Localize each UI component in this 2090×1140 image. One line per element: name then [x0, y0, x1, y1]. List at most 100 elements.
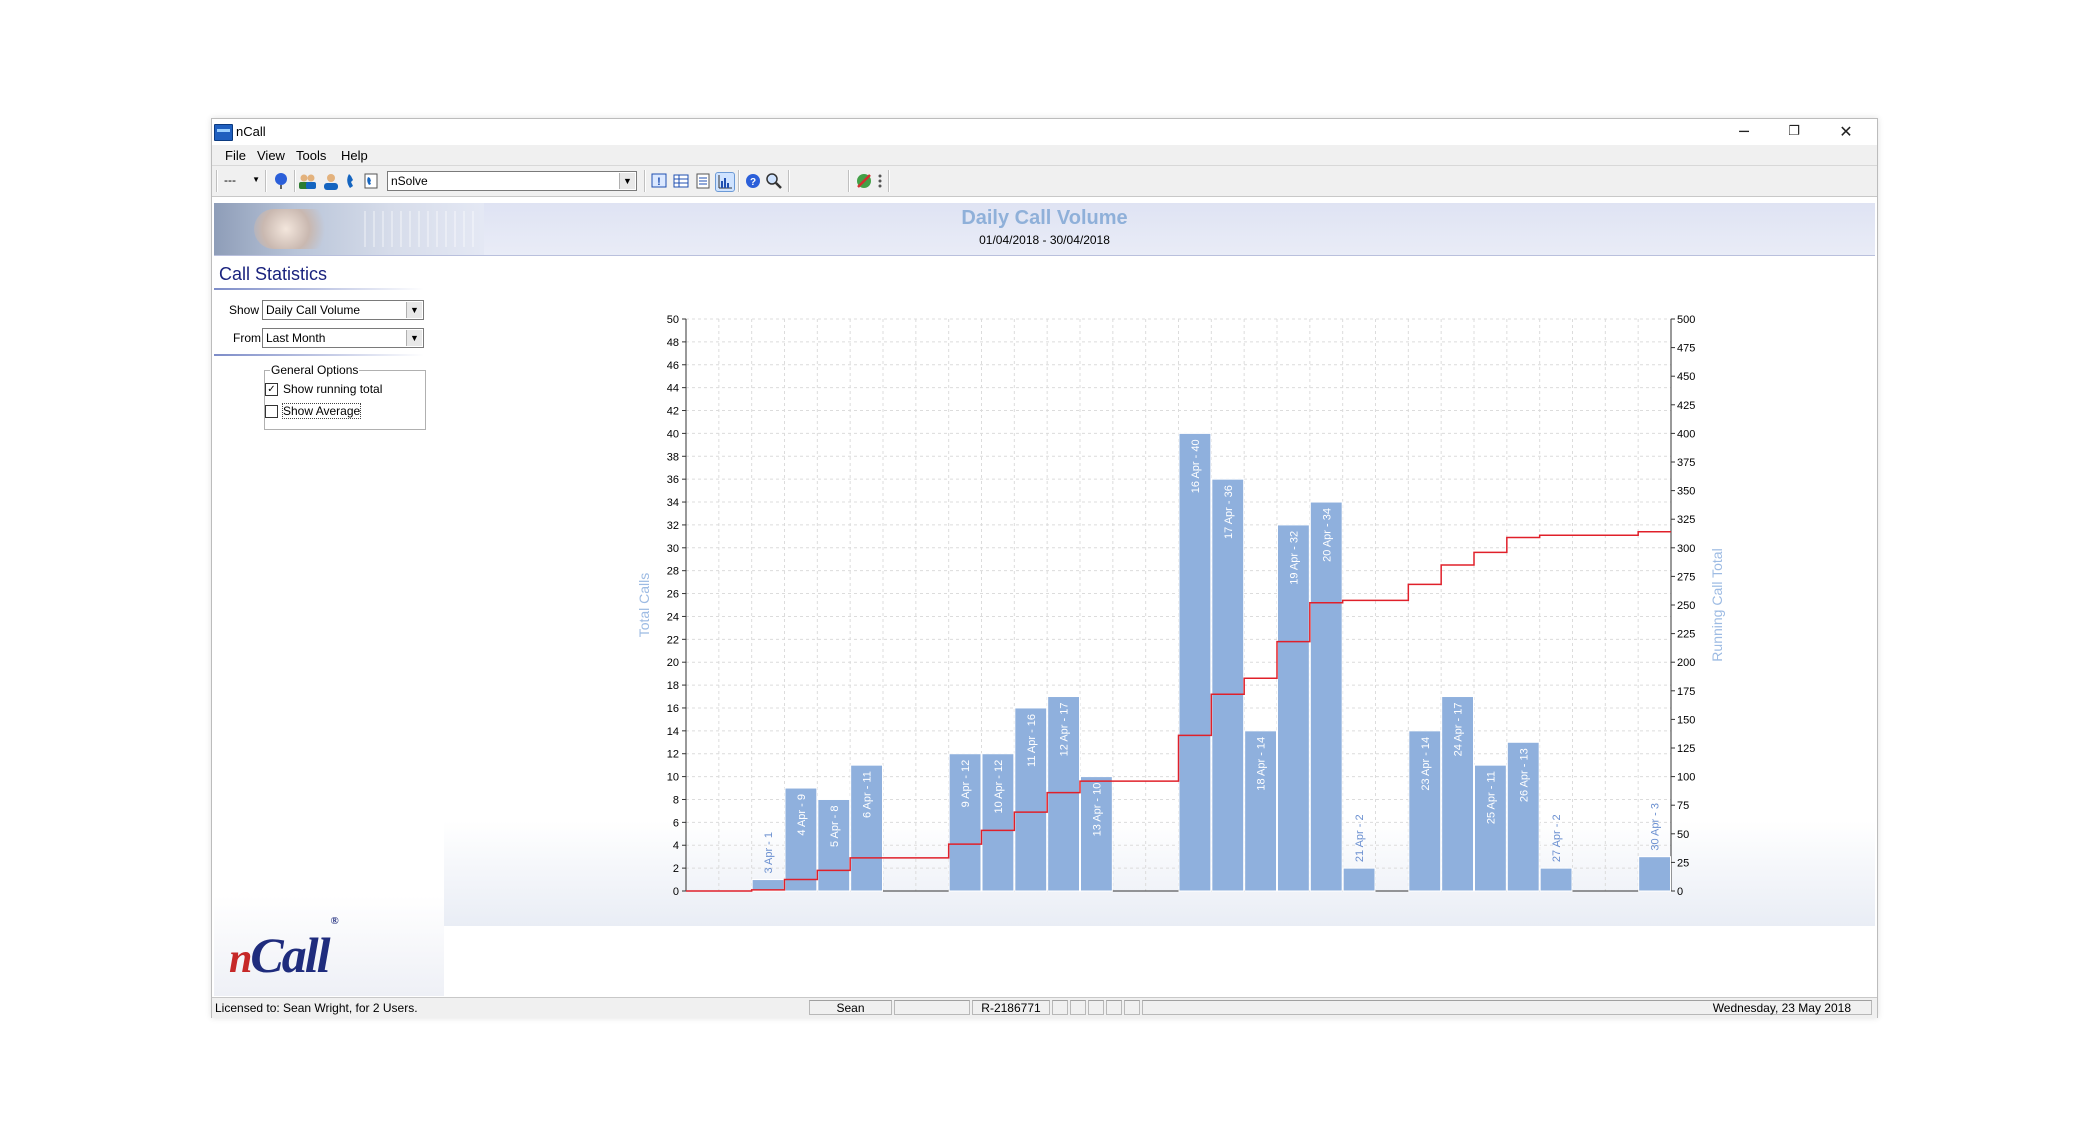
minimize-button[interactable]: ─ [1739, 122, 1749, 141]
company-select-value: nSolve [391, 174, 428, 188]
y-tick-label: 24 [667, 611, 679, 623]
bar-data-label: 6 Apr - 11 [862, 771, 874, 818]
app-icon [214, 124, 233, 141]
menu-help[interactable]: Help [341, 148, 368, 163]
help-icon[interactable]: ? [744, 172, 762, 190]
y-tick-label: 16 [667, 703, 679, 715]
bar-data-label: 10 Apr - 12 [993, 760, 1005, 814]
chart-bar [850, 764, 883, 892]
y2-tick-label: 400 [1677, 428, 1695, 440]
y-tick-label: 32 [667, 520, 679, 532]
y-tick-label: 6 [673, 817, 679, 829]
banner-image [214, 203, 484, 255]
y2-tick-label: 100 [1677, 772, 1695, 784]
y2-tick-label: 325 [1677, 514, 1695, 526]
bar-data-label: 27 Apr - 2 [1551, 814, 1563, 862]
grid-view-icon[interactable] [672, 172, 690, 190]
restore-button[interactable]: ❐ [1788, 124, 1800, 139]
menu-bar: File View Tools Help [212, 145, 1877, 166]
more-options-icon[interactable] [876, 172, 884, 190]
show-select[interactable]: Daily Call Volume ▼ [262, 300, 424, 320]
view-combo[interactable]: --- ▼ [221, 171, 262, 191]
y-tick-label: 10 [667, 772, 679, 784]
menu-view[interactable]: View [257, 148, 285, 163]
chart-icon[interactable] [715, 172, 735, 192]
bar-data-label: 20 Apr - 34 [1321, 508, 1333, 562]
users-icon[interactable] [298, 172, 316, 190]
y2-tick-label: 225 [1677, 629, 1695, 641]
toolbar-separator [216, 170, 218, 192]
from-select[interactable]: Last Month ▼ [262, 328, 424, 348]
bar-data-label: 9 Apr - 12 [960, 760, 972, 808]
bar-data-label: 5 Apr - 8 [829, 805, 841, 847]
y2-tick-label: 250 [1677, 600, 1695, 612]
logo-registered: ® [330, 915, 339, 928]
chart-bar [1178, 432, 1212, 892]
y2-tick-label: 475 [1677, 343, 1695, 355]
bar-data-label: 21 Apr - 2 [1354, 814, 1366, 862]
y-axis-title: Total Calls [636, 573, 652, 638]
chart-bar [1244, 730, 1278, 892]
info-icon[interactable]: ! [650, 172, 668, 190]
y-tick-label: 0 [673, 886, 679, 898]
y2-tick-label: 425 [1677, 400, 1695, 412]
report-date-range: 01/04/2018 - 30/04/2018 [979, 233, 1110, 247]
toolbar-separator [294, 170, 296, 192]
menu-file[interactable]: File [225, 148, 246, 163]
status-indicator [1124, 1000, 1140, 1015]
bar-data-label: 24 Apr - 17 [1453, 703, 1465, 757]
bar-data-label: 3 Apr - 1 [763, 832, 775, 874]
report-icon[interactable] [694, 172, 712, 190]
y-tick-label: 30 [667, 543, 679, 555]
phone-log-icon[interactable] [362, 172, 380, 190]
y-tick-label: 2 [673, 863, 679, 875]
running-total-checkbox[interactable]: ✓ [265, 383, 278, 396]
chart-bar [1539, 867, 1573, 892]
chart-bar [1277, 524, 1310, 892]
average-option[interactable]: Show Average [265, 403, 362, 419]
running-total-label: Show running total [283, 382, 383, 396]
chevron-down-icon: ▼ [406, 330, 422, 346]
y-tick-label: 44 [667, 383, 679, 395]
from-label: From [233, 331, 261, 345]
y-tick-label: 20 [667, 657, 679, 669]
y2-tick-label: 350 [1677, 486, 1695, 498]
average-checkbox[interactable] [265, 405, 278, 418]
phone-icon[interactable] [343, 172, 361, 190]
chart-bar [948, 753, 982, 892]
close-button[interactable]: ✕ [1839, 122, 1853, 141]
y-tick-label: 48 [667, 337, 679, 349]
user-icon[interactable] [322, 172, 340, 190]
chart-bottom-gradient [444, 821, 1875, 926]
svg-text:?: ? [750, 177, 756, 188]
y-tick-label: 40 [667, 428, 679, 440]
chart-bar [981, 753, 1015, 892]
toolbar-separator [848, 170, 850, 192]
y-tick-label: 38 [667, 451, 679, 463]
bar-data-label: 16 Apr - 40 [1190, 439, 1202, 493]
running-total-option[interactable]: ✓ Show running total [265, 382, 383, 396]
chart-bar [1047, 696, 1081, 892]
bar-data-label: 11 Apr - 16 [1026, 714, 1038, 767]
chart-bar [784, 787, 818, 892]
y2-tick-label: 375 [1677, 457, 1695, 469]
menu-tools[interactable]: Tools [296, 148, 327, 163]
license-text: Licensed to: Sean Wright, for 2 Users. [215, 1001, 418, 1015]
search-icon[interactable] [765, 172, 783, 190]
app-window: nCall ─ ❐ ✕ File View Tools Help --- ▼ [211, 118, 1878, 1018]
status-empty-cell [894, 1000, 970, 1015]
ncall-logo: nCall® [229, 915, 339, 984]
y2-tick-label: 275 [1677, 571, 1695, 583]
y2-tick-label: 300 [1677, 543, 1695, 555]
globe-stop-icon[interactable] [855, 172, 873, 190]
chart-bar [1080, 776, 1113, 892]
chart-bar [1441, 696, 1475, 892]
options-panel: Call Statistics Show Daily Call Volume ▼… [214, 256, 444, 996]
report-title: Daily Call Volume [961, 207, 1128, 229]
balloon-icon[interactable] [272, 172, 290, 190]
chart-bar [1506, 741, 1540, 892]
chart-bar [1309, 501, 1343, 892]
company-select[interactable]: nSolve ▼ [387, 171, 637, 191]
y-tick-label: 14 [667, 726, 679, 738]
panel-title: Call Statistics [219, 264, 328, 284]
